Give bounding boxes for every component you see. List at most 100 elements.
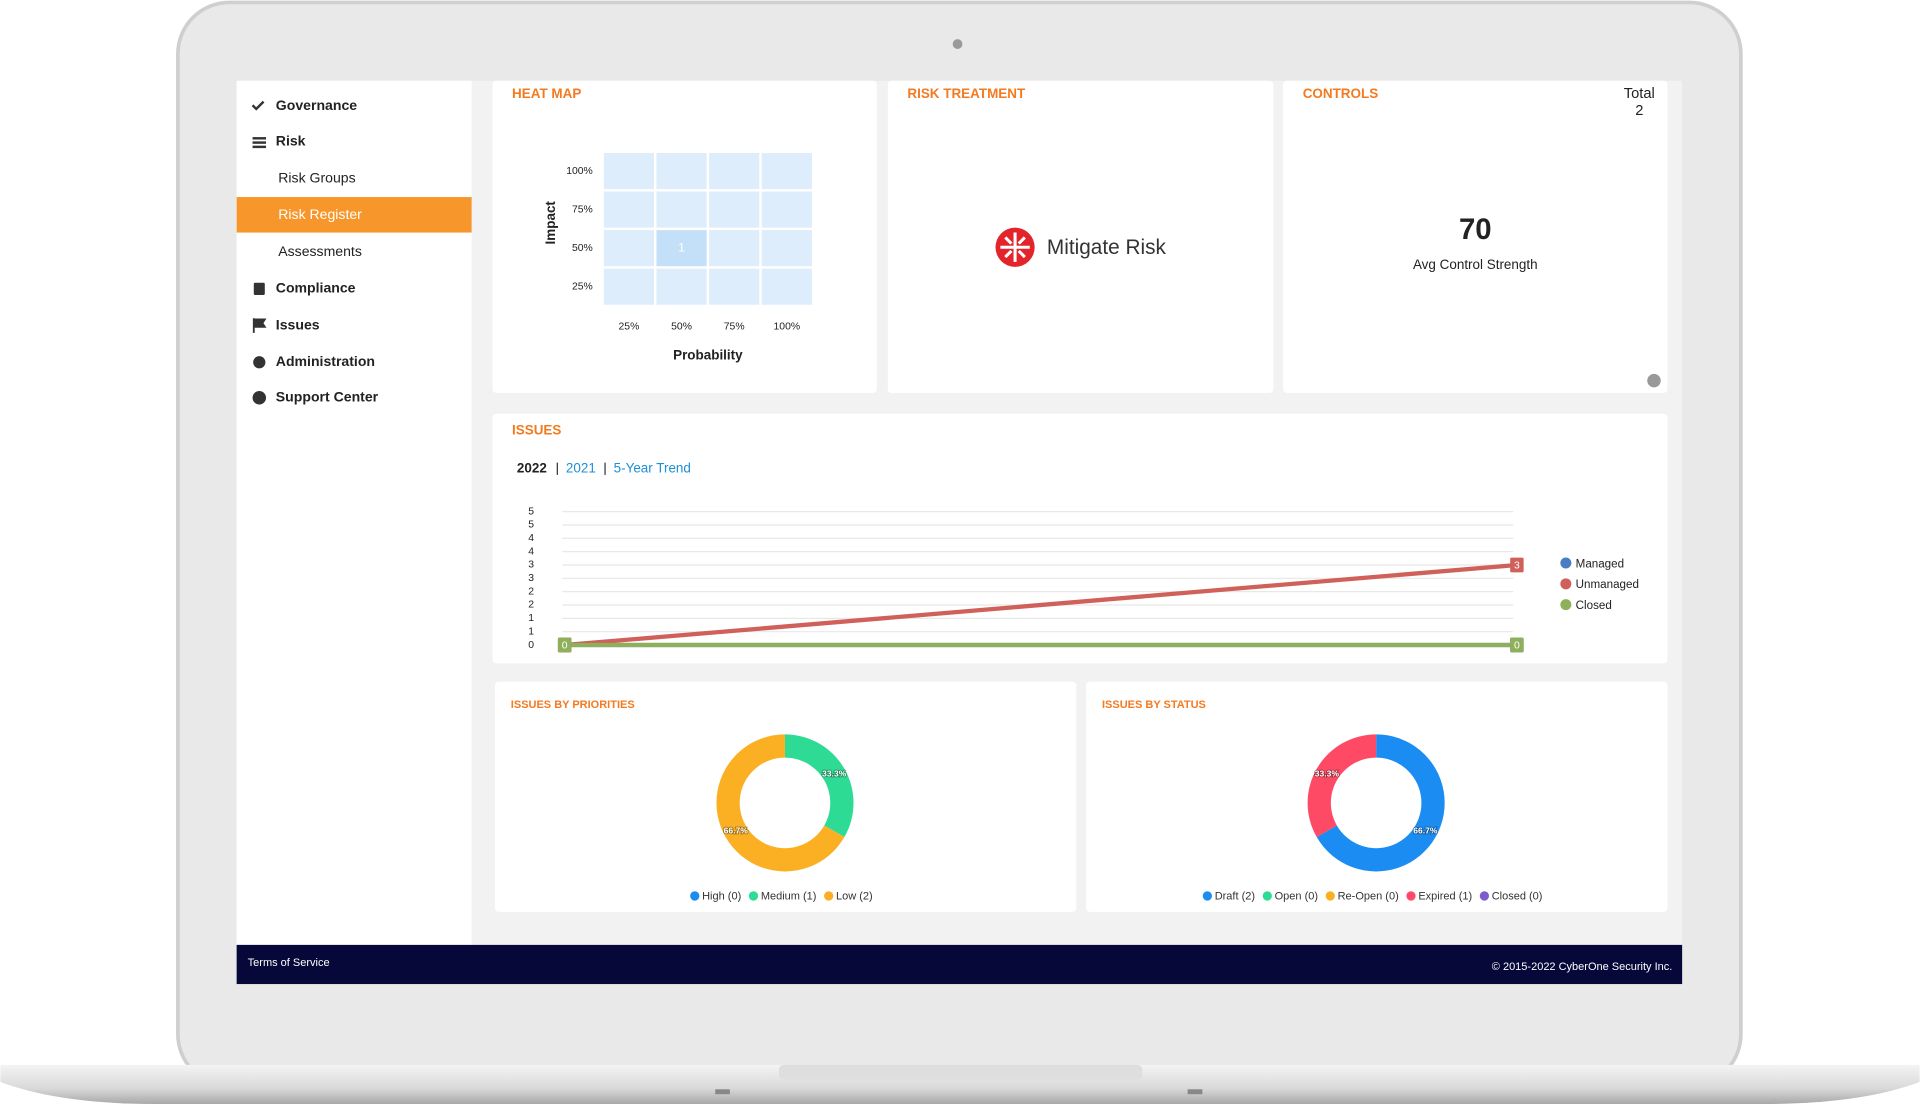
icon <box>252 141 267 144</box>
icon <box>252 318 267 333</box>
y-axis-title: Impact <box>543 201 558 245</box>
legend-marker <box>1560 557 1572 569</box>
control-strength: 70 <box>1459 213 1492 246</box>
nav-item[interactable]: Risk <box>276 133 306 149</box>
treatment-icon-glyph <box>1000 232 1030 262</box>
icon <box>251 100 265 111</box>
terms-link[interactable]: Terms of Service <box>248 957 330 969</box>
legend: Draft (2) Open (0) Re-Open (0) Expired (1) C… <box>1202 890 1543 902</box>
help-icon[interactable] <box>1647 373 1661 388</box>
heat-cell <box>761 268 812 305</box>
point-label: 0 <box>562 640 568 651</box>
icon <box>253 282 265 295</box>
slice-label: 66.7% <box>1413 826 1438 836</box>
camera <box>952 39 963 49</box>
nav-item[interactable]: Compliance <box>276 280 356 296</box>
point-label-box <box>557 637 572 653</box>
legend-label[interactable]: Low (2) <box>836 890 873 902</box>
nav-item[interactable]: Assessments <box>278 243 362 259</box>
tab[interactable]: 5-Year Trend <box>614 460 691 475</box>
control-strength-label: Avg Control Strength <box>1413 257 1538 272</box>
legend-marker <box>1262 891 1272 901</box>
legend-marker <box>748 891 759 901</box>
legend-label[interactable]: Unmanaged <box>1576 578 1639 591</box>
heat-cell <box>709 191 760 228</box>
heat-cell <box>603 230 655 267</box>
y-tick-label: 3 <box>528 560 534 571</box>
y-tick-label: 100% <box>566 166 593 177</box>
x-tick-label: 75% <box>724 322 745 333</box>
series-line <box>564 562 1518 648</box>
laptop-base <box>0 1064 1920 1104</box>
heat-cell <box>761 230 812 267</box>
nav-item[interactable]: Risk Groups <box>278 169 355 185</box>
legend-marker <box>1479 891 1490 901</box>
legend-marker <box>1406 891 1416 901</box>
legend-label[interactable]: Closed <box>1576 599 1612 612</box>
sidebar-icons <box>251 100 267 405</box>
legend-marker <box>690 891 700 901</box>
donut-slice <box>784 734 854 838</box>
legend-label[interactable]: Managed <box>1576 557 1624 570</box>
y-tick-label: 4 <box>528 546 534 557</box>
copyright: © 2015-2022 CyberOne Security Inc. <box>1492 961 1673 973</box>
donut-slice <box>716 734 845 872</box>
y-tick-label: 2 <box>528 586 534 597</box>
y-tick-label: 50% <box>572 243 593 254</box>
notch <box>778 1064 1143 1080</box>
x-tick-label: 25% <box>619 322 640 333</box>
point-label: 0 <box>1514 640 1520 651</box>
heat-cell <box>656 191 707 228</box>
heat-cell <box>656 152 707 190</box>
cell-label: 1 <box>678 240 685 254</box>
heat-cell <box>656 268 707 305</box>
heat-cell <box>761 191 812 228</box>
nav-item[interactable]: Governance <box>276 97 357 113</box>
y-tick-label: 0 <box>528 640 534 651</box>
heat-cell <box>709 152 760 190</box>
y-tick-label: 25% <box>572 281 593 292</box>
y-tick-label: 2 <box>528 600 534 611</box>
legend-label[interactable]: High (0) <box>702 890 741 902</box>
nav-item[interactable]: Administration <box>276 353 375 369</box>
total-value: 2 <box>1635 103 1643 119</box>
y-tick-label: 4 <box>528 533 534 544</box>
heat-cell <box>709 230 760 267</box>
heat-cell <box>603 268 655 305</box>
x-tick-label: 50% <box>671 322 692 333</box>
legend-marker <box>1202 891 1213 901</box>
point-label-box <box>1510 557 1524 573</box>
slice-label: 66.7% <box>724 826 749 836</box>
heat-cell <box>603 191 655 228</box>
nav-item[interactable]: Support Center <box>276 389 379 405</box>
legend-label[interactable]: Expired (1) <box>1418 890 1472 902</box>
legend-label[interactable]: Medium (1) <box>761 890 817 902</box>
card <box>1086 681 1668 912</box>
card-title: HEAT MAP <box>512 86 581 101</box>
legend-label[interactable]: Re-Open (0) <box>1338 890 1399 902</box>
heat-cell <box>761 152 812 190</box>
heat-cell <box>603 152 655 190</box>
heat-cell <box>709 268 760 305</box>
nav-item[interactable]: Issues <box>276 316 320 332</box>
tab[interactable]: 2022 <box>517 460 547 475</box>
point-label: 3 <box>1514 560 1520 571</box>
legend-marker <box>1560 578 1572 590</box>
legend-label[interactable]: Closed (0) <box>1492 890 1543 902</box>
card-title: ISSUES BY STATUS <box>1102 699 1206 711</box>
icon <box>252 145 267 149</box>
foot <box>715 1089 730 1095</box>
y-tick-label: 5 <box>528 506 534 517</box>
nav-item[interactable]: Risk Register <box>278 206 362 222</box>
card-title: RISK TREATMENT <box>907 86 1026 101</box>
legend-label[interactable]: Open (0) <box>1275 890 1318 902</box>
x-axis-title: Probability <box>673 348 743 363</box>
slice-label: 33.3% <box>822 769 847 779</box>
icon <box>252 391 267 405</box>
legend-marker <box>1325 891 1335 901</box>
y-tick-label: 3 <box>528 573 534 584</box>
y-tick-label: 1 <box>528 613 534 624</box>
tab[interactable]: 2021 <box>566 460 596 475</box>
legend-label[interactable]: Draft (2) <box>1215 890 1255 902</box>
